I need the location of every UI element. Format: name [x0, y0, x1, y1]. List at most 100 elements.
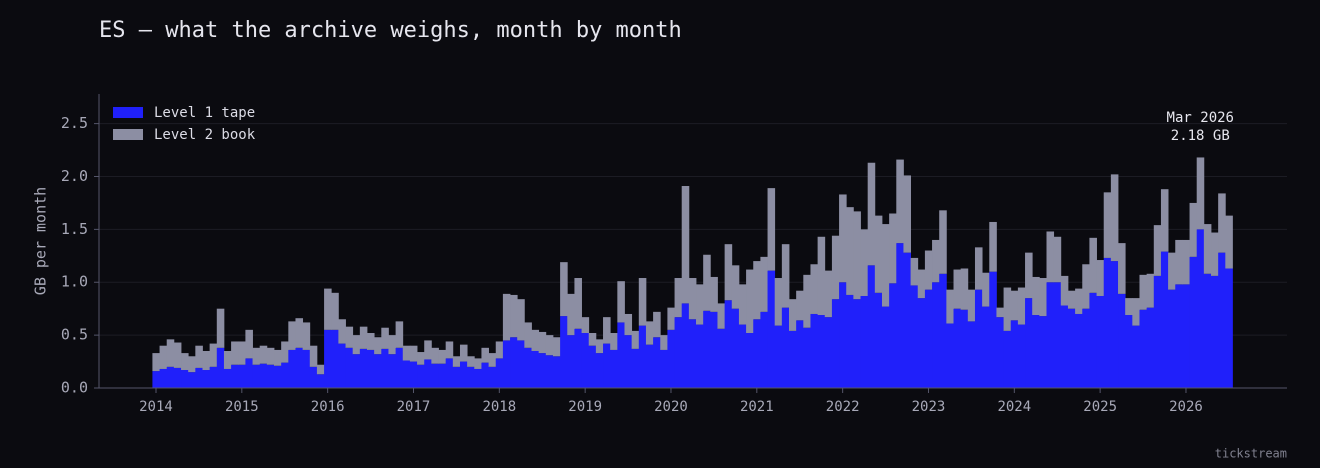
- bar-segment: [932, 239, 940, 283]
- bar-segment: [552, 356, 561, 388]
- bar-segment: [645, 344, 654, 388]
- bar-segment: [316, 374, 325, 388]
- bar-segment: [338, 319, 346, 344]
- bar-segment: [1032, 276, 1040, 316]
- bar-segment: [653, 337, 661, 388]
- bar-segment: [724, 244, 733, 301]
- bar-segment: [552, 337, 561, 357]
- bar-segment: [667, 307, 675, 330]
- bar-segment: [1168, 252, 1176, 290]
- y-tick-label: 0.5: [61, 326, 88, 344]
- bar-segment: [266, 347, 275, 365]
- legend-swatch: [113, 107, 143, 118]
- bar-segment: [610, 333, 618, 350]
- bar-segment: [860, 295, 869, 388]
- bar-segment: [1025, 252, 1033, 299]
- bar-segment: [259, 345, 268, 364]
- bar-segment: [574, 328, 582, 388]
- bar-segment: [309, 366, 318, 388]
- bar-segment: [431, 347, 439, 364]
- bar-segment: [932, 282, 940, 388]
- bar-segment: [960, 309, 969, 388]
- x-tick-label: 2014: [139, 399, 173, 415]
- bar-segment: [1046, 282, 1055, 388]
- bar-segment: [488, 366, 497, 388]
- bar-segment: [760, 256, 768, 312]
- bar-segment: [488, 353, 497, 367]
- bar-segment: [474, 368, 482, 388]
- bar-segment: [517, 299, 525, 341]
- bar-segment: [774, 278, 783, 326]
- bar-segment: [560, 316, 568, 388]
- x-tick-label: 2018: [482, 399, 516, 415]
- legend-label: Level 2 book: [154, 127, 256, 143]
- bar-segment: [789, 299, 797, 331]
- bar-segment: [359, 348, 368, 388]
- bar-segment: [1067, 290, 1076, 309]
- bar-segment: [1125, 315, 1133, 388]
- bar-segment: [345, 347, 354, 388]
- bar-segment: [631, 330, 640, 349]
- bar-segment: [867, 162, 876, 266]
- bar-segment: [839, 194, 847, 283]
- bar-segment: [1103, 192, 1112, 258]
- bar-segment: [1146, 307, 1155, 388]
- bar-segment: [445, 341, 454, 359]
- bar-segment: [831, 235, 840, 300]
- bar-segment: [803, 274, 811, 328]
- bar-segment: [1139, 309, 1148, 388]
- bar-segment: [581, 317, 590, 334]
- bar-segment: [681, 303, 690, 388]
- bar-segment: [1196, 157, 1205, 230]
- legend-swatch: [113, 129, 143, 140]
- bar-segment: [302, 349, 311, 388]
- bar-segment: [531, 350, 540, 388]
- bar-segment: [295, 347, 304, 388]
- bar-segment: [660, 335, 668, 350]
- bar-segment: [331, 292, 339, 330]
- bar-segment: [181, 353, 189, 371]
- bar-segment: [688, 319, 697, 388]
- bar-segment: [638, 278, 647, 326]
- bar-segment: [388, 354, 397, 388]
- bar-segment: [810, 313, 819, 388]
- bar-segment: [188, 372, 196, 388]
- bar-segment: [1103, 257, 1112, 388]
- bar-segment: [424, 340, 432, 360]
- bar-segment: [753, 319, 761, 388]
- bar-segment: [1082, 264, 1090, 309]
- bar-segment: [502, 340, 511, 388]
- bar-segment: [853, 299, 861, 388]
- bar-segment: [789, 330, 797, 388]
- bar-segment: [831, 299, 840, 388]
- bar-segment: [166, 339, 175, 367]
- footer: tickstream: [1215, 447, 1287, 461]
- y-axis-label: GB per month: [32, 187, 50, 295]
- bar-segment: [1225, 215, 1233, 269]
- bar-segment: [467, 356, 475, 367]
- bar-segment: [674, 278, 683, 318]
- bar-segment: [853, 211, 861, 300]
- bar-segment: [252, 347, 261, 365]
- bar-segment: [924, 250, 933, 290]
- bar-segment: [603, 343, 611, 388]
- bar-segment: [1032, 315, 1040, 388]
- bar-segment: [173, 367, 182, 388]
- bar-segment: [574, 278, 582, 329]
- bar-segment: [688, 278, 697, 320]
- bar-segment: [173, 342, 182, 368]
- bar-segment: [717, 303, 726, 329]
- bar-segment: [946, 289, 954, 324]
- bar-segment: [774, 325, 783, 388]
- bar-segment: [281, 362, 289, 388]
- y-tick-label: 1.0: [61, 273, 88, 291]
- bar-segment: [595, 339, 604, 354]
- bar-segment: [731, 265, 740, 309]
- bar-segment: [817, 236, 826, 316]
- bar-segment: [402, 345, 411, 361]
- bar-segment: [202, 350, 211, 371]
- bar-segment: [445, 358, 454, 388]
- bar-segment: [152, 353, 160, 372]
